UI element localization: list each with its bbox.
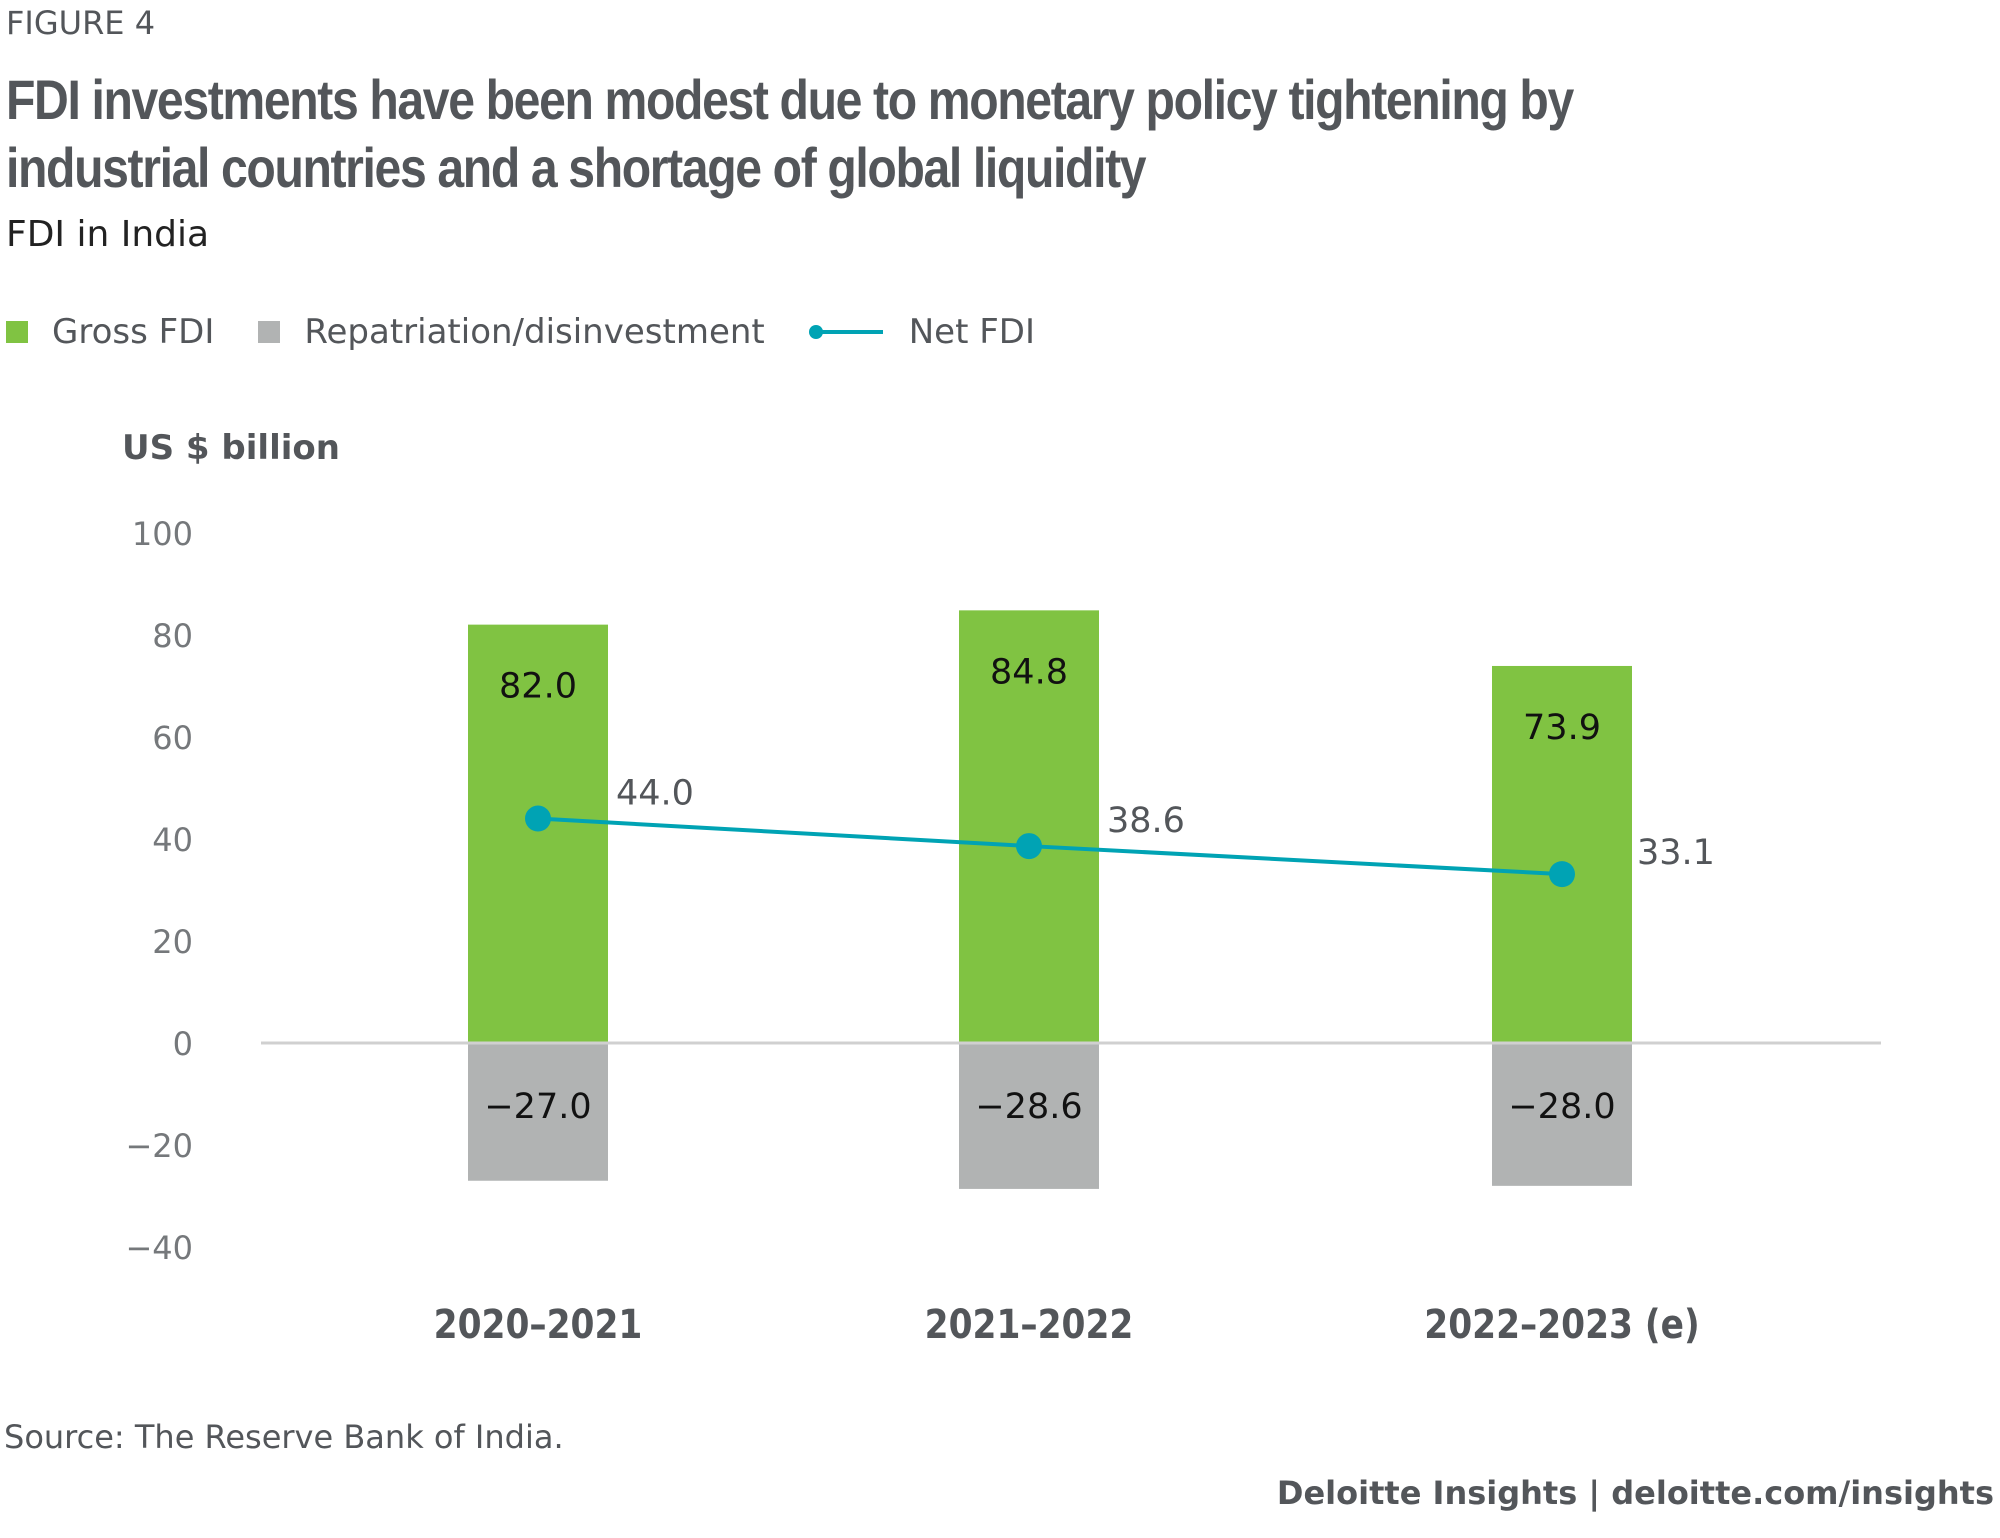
legend-label: Gross FDI bbox=[52, 312, 215, 352]
bar-repatriation bbox=[1492, 1043, 1632, 1186]
net-fdi-point bbox=[525, 805, 551, 832]
footer-credit: Deloitte Insights | deloitte.com/insight… bbox=[1276, 1474, 1994, 1512]
bar-gross-fdi bbox=[1492, 665, 1632, 1043]
legend-label: Repatriation/disinvestment bbox=[304, 312, 765, 352]
legend-swatch-repatriation bbox=[258, 321, 281, 343]
net-fdi-point bbox=[1016, 833, 1042, 860]
bar-repatriation bbox=[468, 1043, 608, 1181]
title-line-1: FDI investments have been modest due to … bbox=[6, 68, 1574, 131]
data-label-repatriation: −28.6 bbox=[975, 1087, 1082, 1127]
legend-line-net-fdi bbox=[808, 322, 883, 342]
y-axis-label: US $ billion bbox=[122, 428, 340, 468]
x-tick-label: 2022–2023 (e) bbox=[1424, 1300, 1699, 1347]
data-label-repatriation: −27.0 bbox=[484, 1087, 591, 1127]
y-tick-label: −40 bbox=[125, 1229, 193, 1267]
y-tick-label: 60 bbox=[152, 719, 193, 757]
y-tick-label: 20 bbox=[152, 923, 193, 961]
bar-gross-fdi bbox=[959, 610, 1099, 1043]
title-line-2: industrial countries and a shortage of g… bbox=[6, 136, 1147, 199]
y-tick-label: 40 bbox=[152, 821, 193, 859]
data-label-gross-fdi: 73.9 bbox=[1523, 708, 1601, 748]
data-label-gross-fdi: 82.0 bbox=[499, 667, 577, 707]
figure-label: FIGURE 4 bbox=[6, 4, 156, 42]
legend: Gross FDI Repatriation/disinvestment Net… bbox=[6, 312, 1079, 352]
legend-item-net-fdi: Net FDI bbox=[808, 312, 1036, 352]
y-tick-label: 0 bbox=[173, 1025, 193, 1063]
bar-repatriation bbox=[959, 1043, 1099, 1189]
data-label-net-fdi: 33.1 bbox=[1637, 833, 1715, 873]
chart-subtitle: FDI in India bbox=[6, 214, 210, 255]
y-tick-label: 100 bbox=[132, 515, 193, 553]
data-label-gross-fdi: 84.8 bbox=[990, 652, 1068, 692]
chart-title: FDI investments have been modest due to … bbox=[6, 66, 1574, 202]
net-fdi-point bbox=[1549, 861, 1575, 888]
data-label-repatriation: −28.0 bbox=[1508, 1087, 1615, 1127]
x-tick-label: 2020–2021 bbox=[434, 1300, 643, 1347]
legend-item-gross-fdi: Gross FDI bbox=[6, 312, 214, 352]
x-tick-label: 2021–2022 bbox=[925, 1300, 1134, 1347]
bar-gross-fdi bbox=[468, 624, 608, 1043]
y-tick-label: −20 bbox=[125, 1127, 193, 1165]
legend-swatch-gross-fdi bbox=[6, 321, 28, 343]
y-tick-label: 80 bbox=[152, 617, 193, 655]
legend-label: Net FDI bbox=[908, 312, 1036, 352]
source-note: Source: The Reserve Bank of India. bbox=[4, 1418, 564, 1456]
legend-item-repatriation: Repatriation/disinvestment bbox=[258, 312, 765, 352]
data-label-net-fdi: 38.6 bbox=[1107, 801, 1185, 841]
data-label-net-fdi: 44.0 bbox=[616, 774, 694, 814]
